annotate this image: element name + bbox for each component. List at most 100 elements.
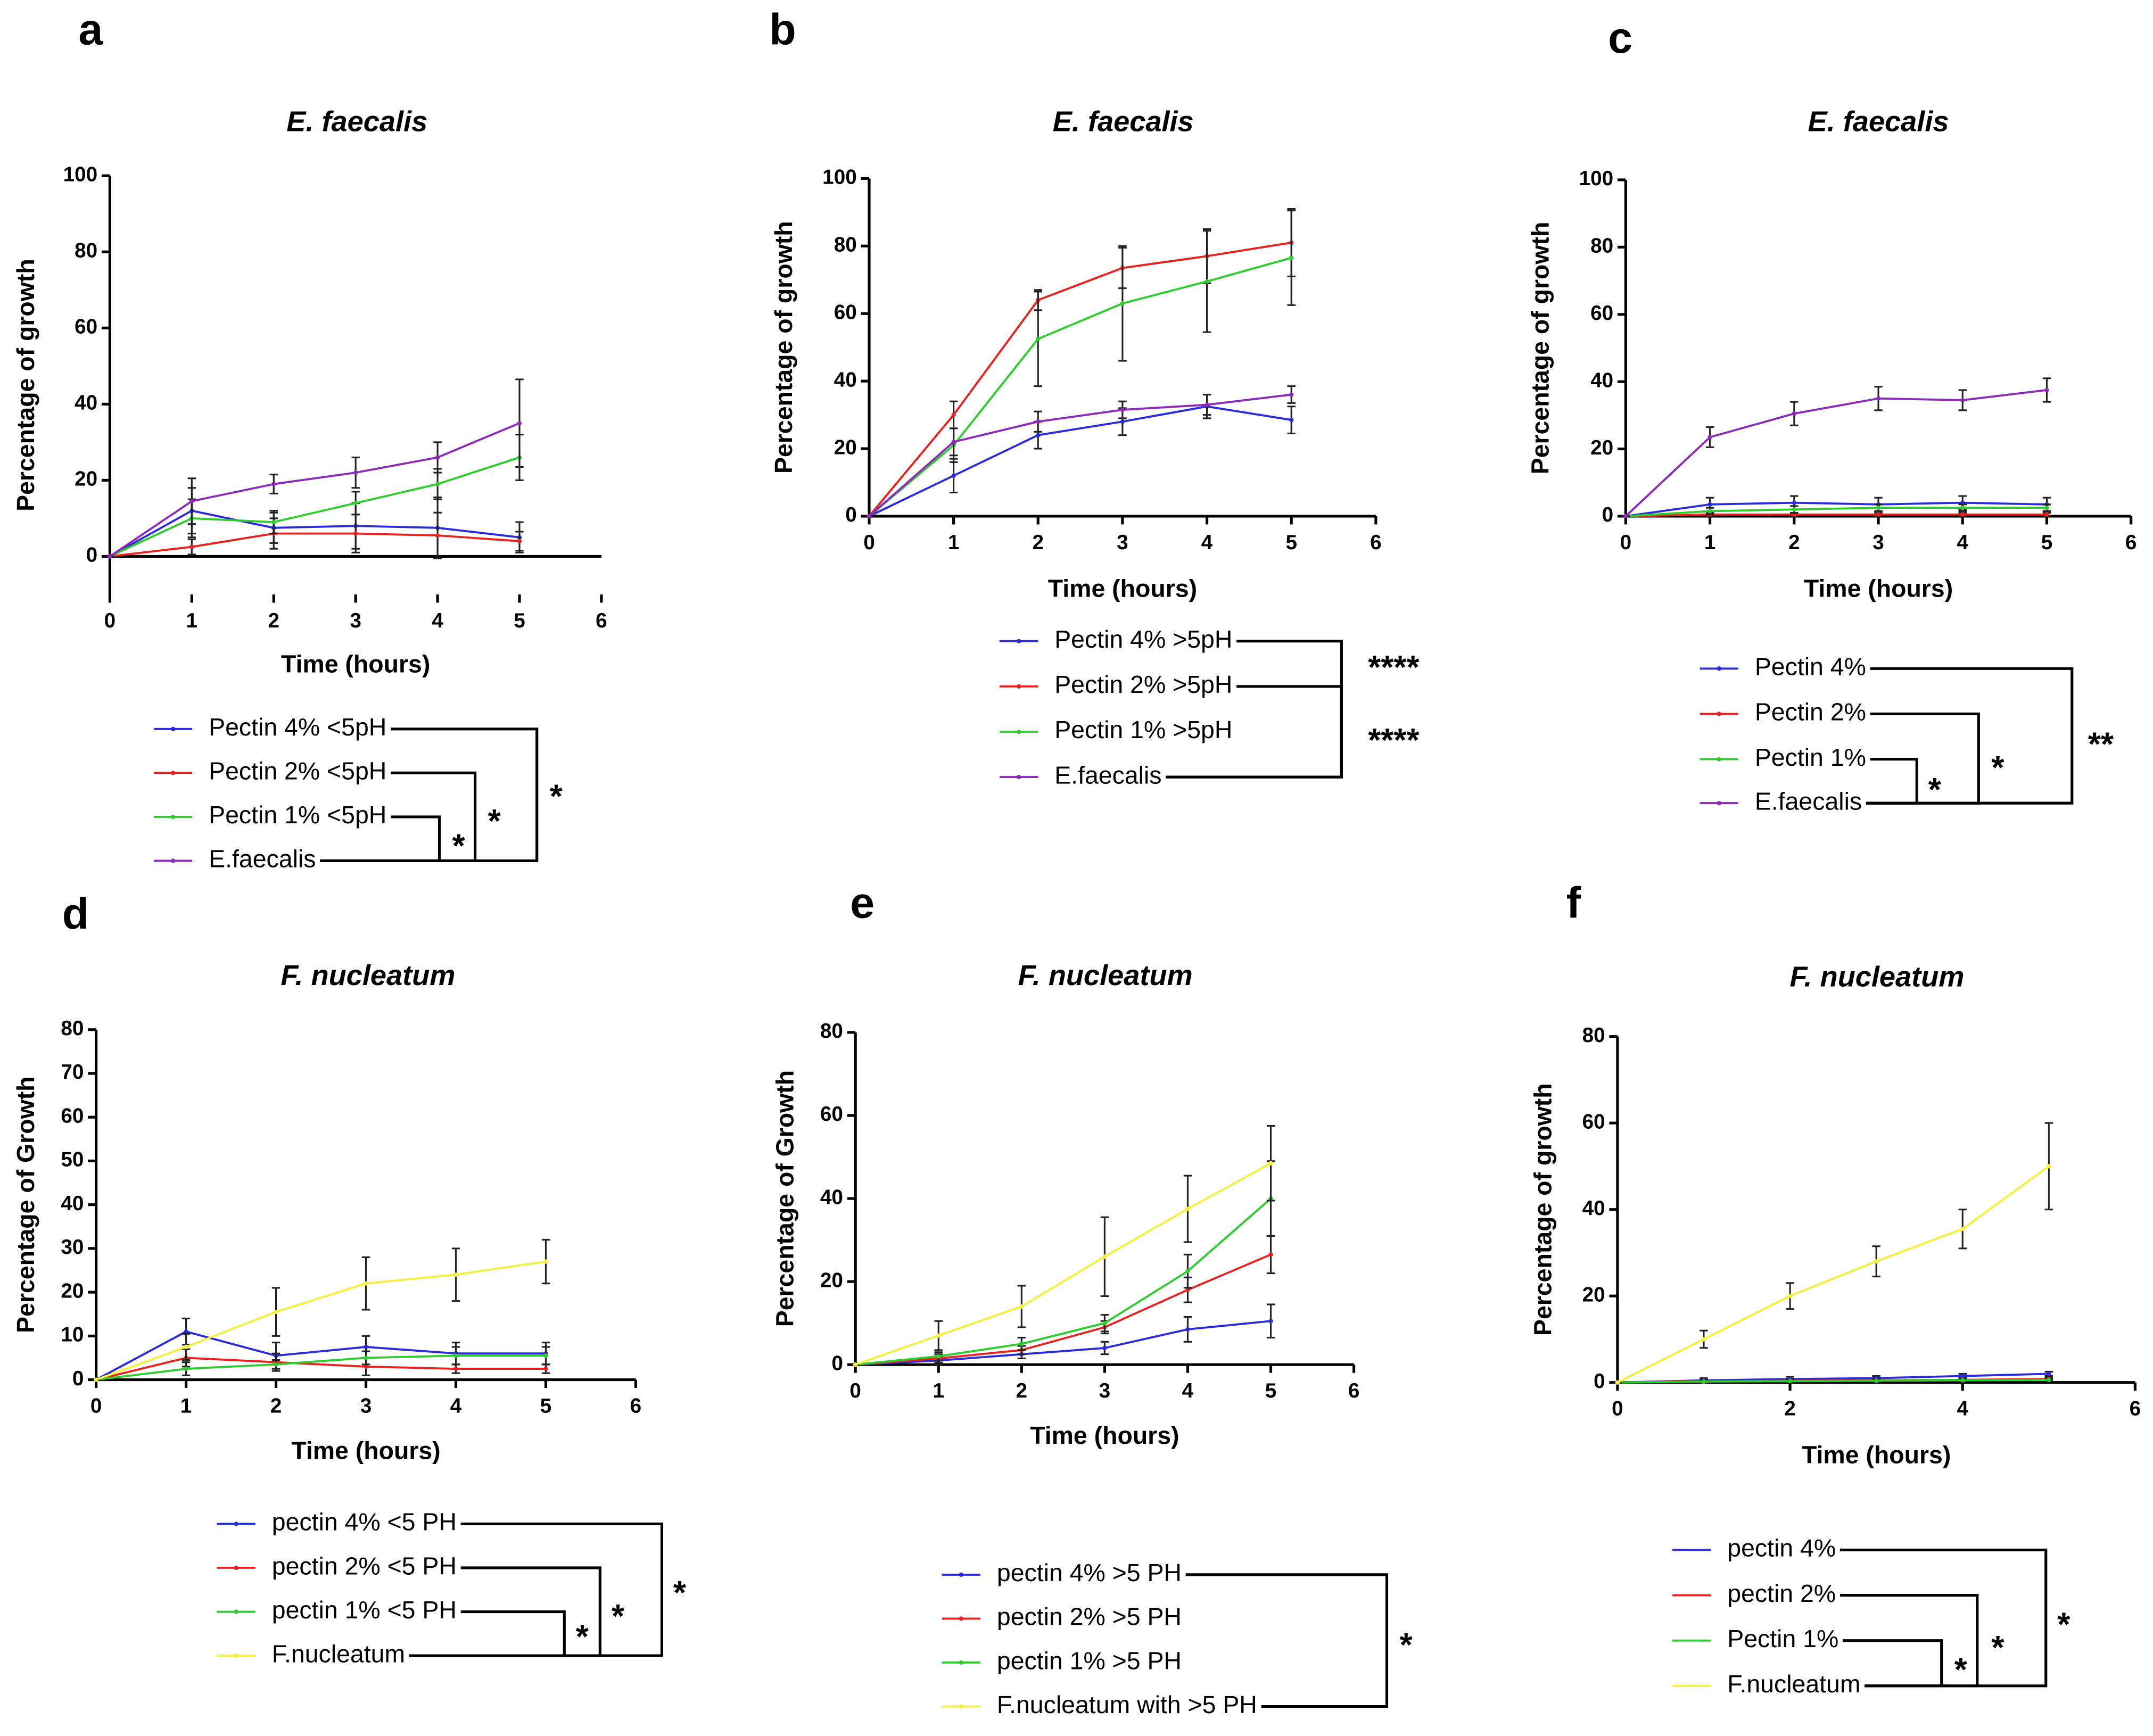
series-line: [855, 1162, 1272, 1366]
data-point: [1787, 1379, 1793, 1384]
data-point: [951, 473, 956, 478]
legend-marker: [1717, 757, 1721, 762]
x-tick-label: 1: [948, 531, 960, 554]
x-tick-label: 6: [1370, 531, 1382, 554]
data-point: [1701, 1337, 1706, 1342]
significance-label: *: [452, 828, 466, 865]
legend-label: E.faecalis: [1054, 761, 1161, 789]
y-axis-label: Percentage of growth: [1529, 1083, 1556, 1336]
legend-label: E.faecalis: [1755, 787, 1862, 815]
series-line: [1626, 501, 2047, 517]
significance-label: *: [1400, 1627, 1413, 1664]
data-point: [1615, 1380, 1620, 1385]
x-tick-label: 0: [104, 609, 116, 632]
data-point: [2044, 506, 2049, 510]
significance-label: *: [550, 779, 563, 815]
data-point: [1874, 1259, 1879, 1264]
y-tick-label: 80: [834, 233, 857, 256]
data-point: [1874, 1378, 1879, 1383]
chart-title: F. nucleatum: [1789, 961, 1964, 993]
x-tick-label: 5: [514, 609, 525, 632]
y-axis-label: Percentage of growth: [770, 221, 797, 474]
data-point: [1102, 1345, 1107, 1351]
data-point: [189, 544, 194, 549]
legend-label: F.nucleatum: [272, 1640, 405, 1667]
legend-marker: [1017, 639, 1021, 643]
data-point: [108, 554, 112, 559]
y-tick-label: 20: [1582, 1283, 1605, 1306]
data-point: [936, 1354, 941, 1359]
data-point: [1205, 402, 1209, 407]
y-tick-label: 60: [1590, 302, 1613, 325]
panel-label: a: [78, 5, 103, 54]
data-point: [1185, 1287, 1190, 1292]
y-tick-label: 40: [1582, 1197, 1605, 1220]
legend-marker: [1017, 774, 1021, 780]
legend-marker: [959, 1660, 963, 1665]
legend-label: Pectin 4% >5pH: [1054, 625, 1232, 653]
x-tick-label: 3: [1872, 531, 1884, 554]
x-tick-label: 3: [1099, 1379, 1111, 1402]
data-point: [936, 1333, 941, 1338]
data-point: [1876, 506, 1881, 510]
x-tick-label: 3: [1117, 531, 1128, 554]
data-point: [951, 412, 956, 417]
legend-label: pectin 1% <5 PH: [272, 1596, 457, 1624]
y-tick-label: 40: [820, 1186, 843, 1209]
y-tick-label: 60: [820, 1103, 843, 1126]
x-tick-label: 5: [1265, 1379, 1277, 1402]
series-line: [96, 1357, 546, 1381]
y-tick-label: 10: [61, 1324, 84, 1346]
data-point: [435, 482, 440, 486]
y-tick-label: 80: [75, 239, 97, 262]
legend-marker: [170, 771, 176, 775]
significance-bracket: [1866, 667, 2074, 805]
x-tick-label: 1: [933, 1379, 944, 1402]
data-point: [353, 470, 358, 475]
legend-marker: [234, 1653, 238, 1658]
chart-title: E. faecalis: [1053, 105, 1194, 137]
legend-marker: [234, 1522, 238, 1526]
series-line: [855, 1320, 1271, 1366]
legend-label: F.nucleatum: [1727, 1670, 1860, 1698]
series-line: [1625, 389, 2047, 517]
panel-label: d: [62, 889, 89, 938]
data-point: [184, 1344, 188, 1350]
data-point: [1185, 1269, 1190, 1274]
x-tick-label: 2: [270, 1394, 282, 1417]
panel-label: e: [850, 878, 875, 927]
x-tick-label: 6: [596, 609, 607, 632]
data-point: [1960, 1227, 1965, 1231]
legend-marker: [1017, 684, 1021, 689]
data-point: [1876, 396, 1881, 401]
chart-title: E. faecalis: [1808, 105, 1949, 137]
data-point: [94, 1377, 98, 1382]
x-tick-label: 1: [1704, 531, 1716, 554]
y-tick-label: 60: [75, 316, 97, 338]
legend-marker: [959, 1572, 963, 1577]
x-tick-label: 2: [1788, 531, 1800, 554]
data-point: [1019, 1304, 1024, 1309]
legend-label: Pectin 1% >5pH: [1054, 716, 1232, 743]
legend-label: Pectin 4%: [1755, 653, 1866, 681]
data-point: [2044, 512, 2049, 517]
x-tick-label: 2: [1784, 1398, 1796, 1420]
panel-label: b: [769, 5, 796, 54]
data-point: [543, 1259, 548, 1264]
data-point: [1268, 1319, 1273, 1324]
data-point: [353, 501, 358, 506]
data-point: [274, 1309, 278, 1315]
x-tick-label: 5: [540, 1394, 552, 1417]
y-tick-label: 0: [72, 1367, 84, 1390]
data-point: [951, 440, 956, 444]
legend-marker: [170, 858, 176, 863]
x-tick-label: 0: [1612, 1398, 1623, 1420]
y-tick-label: 0: [831, 1352, 843, 1375]
data-point: [1707, 509, 1712, 514]
legend-marker: [234, 1609, 238, 1614]
y-tick-label: 40: [61, 1192, 84, 1215]
legend-label: E.faecalis: [209, 845, 316, 873]
data-point: [517, 420, 522, 426]
x-tick-label: 2: [268, 609, 279, 632]
data-point: [435, 455, 440, 460]
